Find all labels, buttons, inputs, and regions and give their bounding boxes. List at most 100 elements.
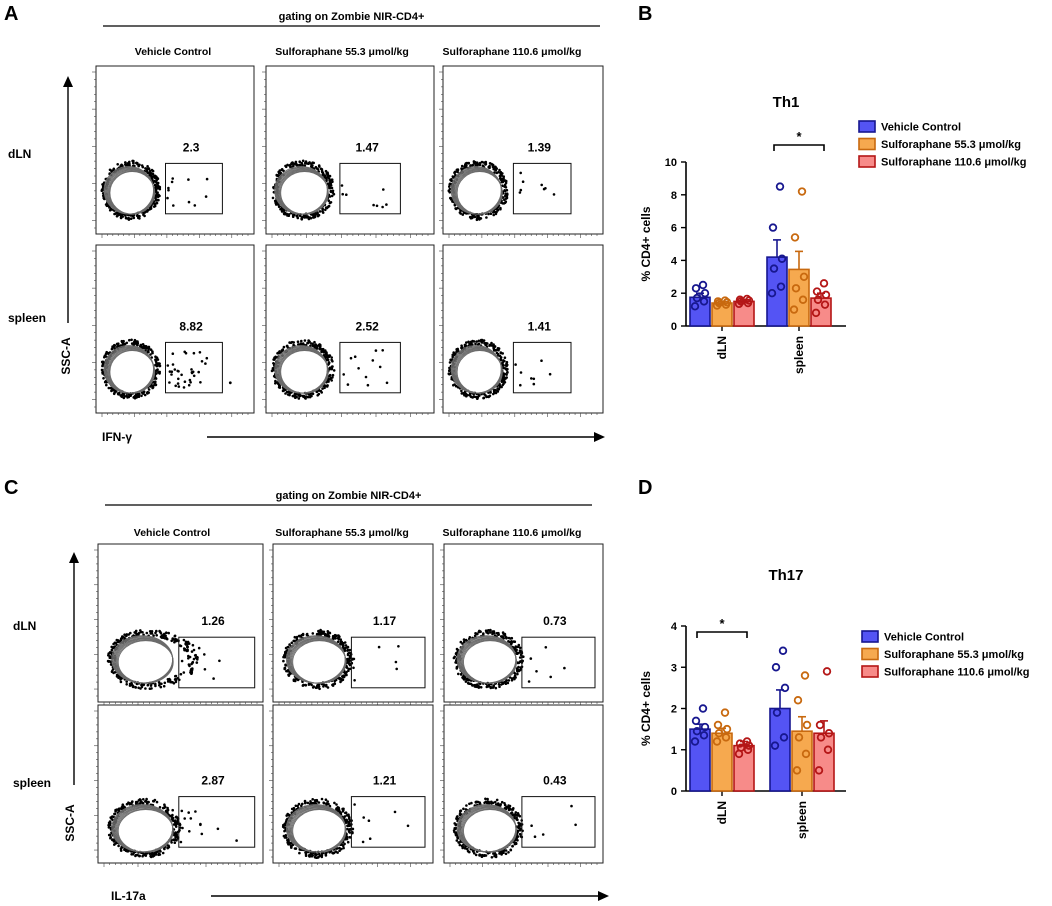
event-dot — [486, 797, 489, 801]
event-dot — [319, 345, 322, 348]
y-tick-label: 0 — [671, 786, 677, 798]
event-dot — [154, 682, 157, 686]
event-dot — [478, 394, 481, 397]
event-dot — [149, 684, 153, 687]
gated-event — [188, 830, 191, 833]
plot-frame — [272, 543, 434, 703]
event-dot — [179, 672, 183, 676]
event-dot — [155, 356, 159, 360]
data-point — [812, 287, 822, 296]
gated-event — [527, 680, 531, 683]
density-contour — [109, 350, 156, 394]
gated-event — [372, 203, 375, 207]
event-dot — [516, 839, 519, 842]
event-dot — [338, 677, 342, 680]
event-dot — [292, 639, 296, 643]
event-dot — [109, 663, 113, 666]
gated-event — [367, 819, 371, 822]
event-dot — [127, 801, 130, 804]
event-dot — [318, 343, 321, 346]
bar — [813, 732, 835, 792]
event-dot — [315, 344, 319, 348]
event-dot — [149, 348, 153, 352]
event-dot — [336, 640, 340, 644]
data-point — [690, 302, 700, 311]
event-dot — [107, 821, 111, 825]
data-point — [714, 729, 724, 738]
legend-swatch — [858, 120, 876, 133]
density-contour — [280, 350, 329, 394]
gated-event — [533, 835, 537, 838]
event-dot — [155, 178, 159, 181]
event-dot — [122, 392, 126, 396]
event-dot — [480, 855, 484, 858]
legend-label: Sulforaphane 55.3 μmol/kg — [881, 139, 1021, 151]
event-dot — [321, 171, 325, 175]
data-point — [720, 708, 730, 717]
event-dot — [312, 213, 315, 217]
event-dot — [297, 802, 301, 806]
event-dot — [159, 632, 163, 635]
event-dot — [304, 852, 308, 856]
event-dot — [500, 800, 504, 804]
event-dot — [451, 355, 455, 359]
event-dot — [187, 657, 190, 660]
event-dot — [278, 169, 282, 172]
plot-frame — [97, 704, 264, 864]
data-point — [736, 743, 746, 752]
event-dot — [331, 373, 335, 377]
gated-event — [191, 643, 195, 647]
event-dot — [466, 849, 470, 853]
event-dot — [455, 665, 459, 669]
event-dot — [299, 342, 303, 345]
event-dot — [140, 391, 144, 394]
event-dot — [456, 648, 460, 652]
gated-event — [187, 811, 190, 814]
event-dot — [155, 372, 158, 375]
y-tick-label: 1 — [671, 745, 677, 757]
event-dot — [320, 797, 324, 801]
gated-event — [167, 186, 170, 190]
event-dot — [149, 385, 152, 388]
event-dot — [488, 162, 492, 165]
data-point — [822, 667, 832, 676]
event-dot — [311, 392, 315, 396]
event-dot — [134, 629, 138, 633]
event-dot — [120, 677, 123, 680]
gated-event — [199, 823, 202, 827]
event-dot — [515, 648, 518, 652]
event-dot — [325, 206, 329, 210]
event-dot — [513, 640, 517, 643]
gated-event — [394, 660, 398, 664]
event-dot — [291, 161, 294, 164]
gated-event — [378, 365, 382, 369]
event-dot — [298, 214, 302, 217]
plot-frame — [442, 65, 604, 235]
column-label: Sulforaphane 110.6 μmol/kg — [443, 46, 582, 58]
event-dot — [509, 848, 512, 852]
event-dot — [330, 367, 334, 371]
event-dot — [348, 648, 352, 652]
data-point — [799, 272, 809, 281]
event-dot — [301, 216, 304, 219]
event-dot — [330, 194, 334, 198]
event-dot — [448, 366, 451, 370]
event-dot — [166, 680, 170, 683]
event-dot — [298, 163, 302, 167]
event-dot — [478, 801, 482, 804]
event-dot — [510, 679, 514, 682]
event-dot — [492, 852, 495, 855]
gated-event — [183, 817, 186, 820]
event-dot — [485, 630, 489, 633]
event-dot — [167, 631, 170, 635]
event-dot — [458, 843, 462, 847]
event-dot — [498, 385, 502, 389]
data-point — [742, 294, 752, 304]
event-dot — [300, 339, 303, 343]
event-dot — [461, 213, 465, 216]
gated-event — [190, 368, 193, 371]
event-dot — [495, 798, 499, 802]
event-dot — [302, 395, 305, 399]
event-dot — [289, 341, 293, 345]
event-dot — [293, 162, 296, 166]
